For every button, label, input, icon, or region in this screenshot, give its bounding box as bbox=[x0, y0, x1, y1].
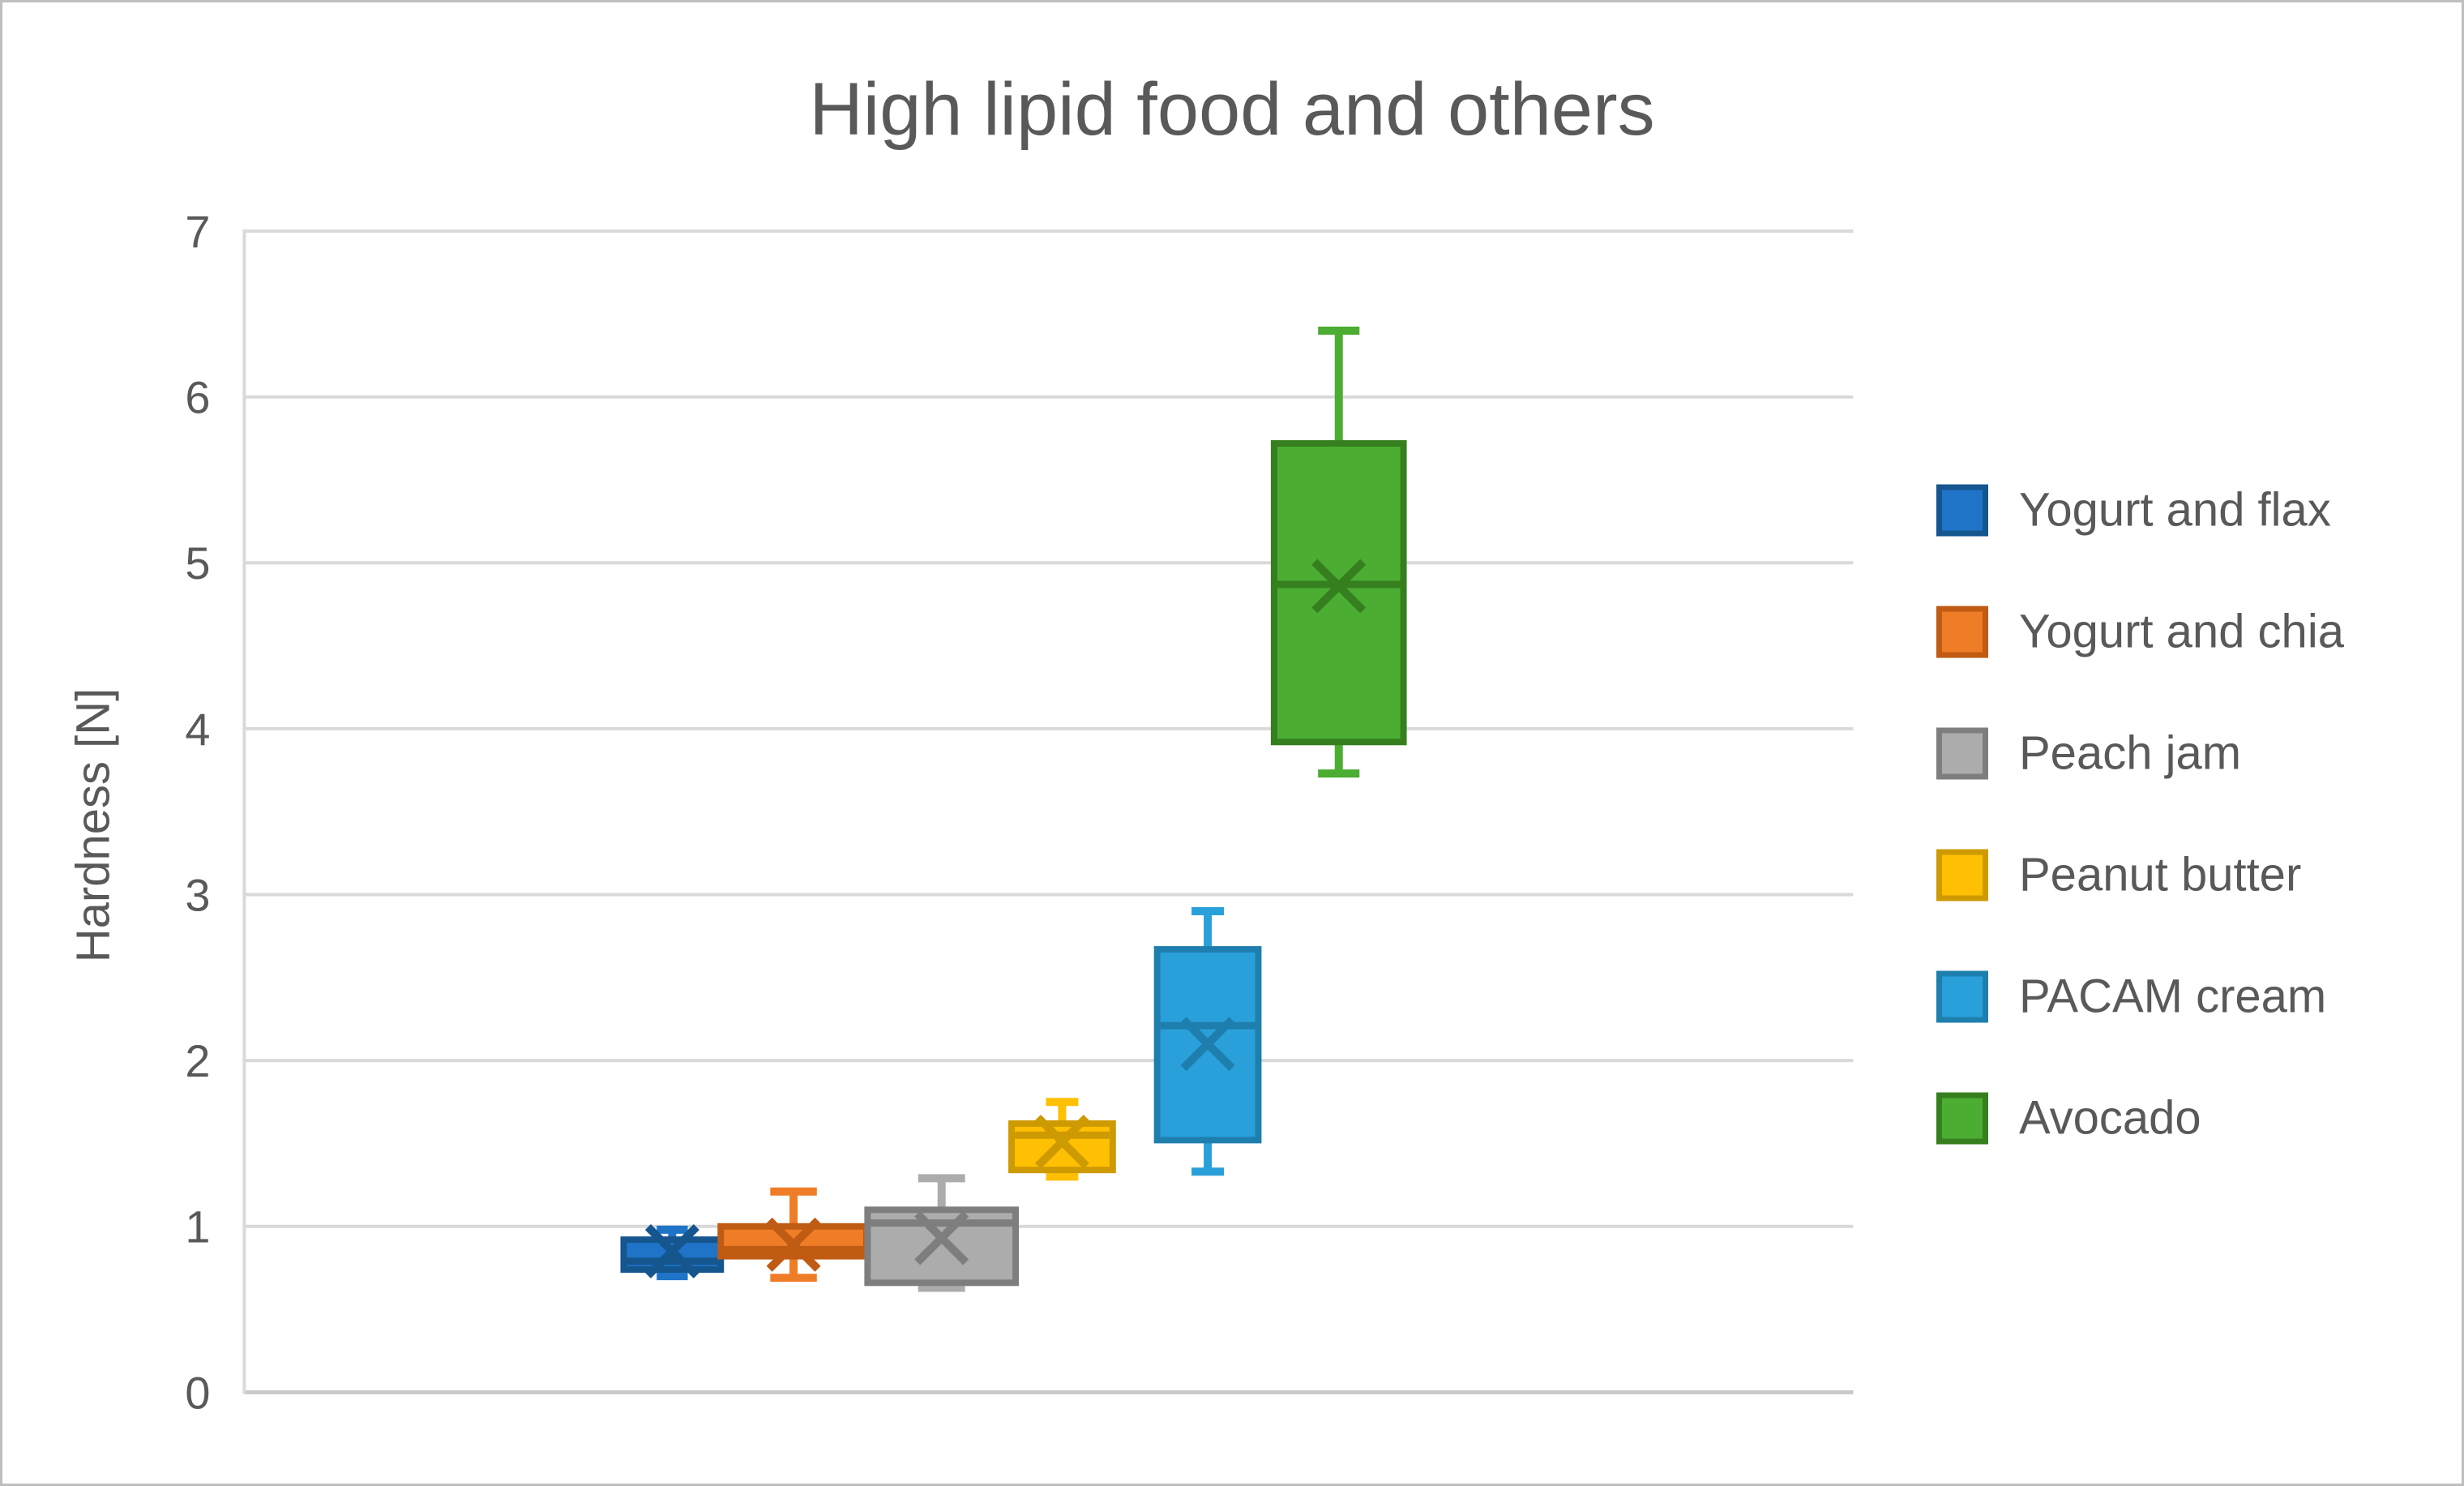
box-avocado bbox=[1270, 439, 1407, 746]
legend-label: Peach jam bbox=[2019, 726, 2242, 780]
legend-swatch-icon bbox=[1936, 970, 1988, 1022]
chart-title: High lipid food and others bbox=[809, 68, 1655, 151]
y-axis-title: Hardness [N] bbox=[66, 687, 120, 963]
legend-item-peanut-butter: Peanut butter bbox=[1936, 848, 2301, 902]
legend-label: Avocado bbox=[2019, 1091, 2201, 1145]
legend-label: Yogurt and chia bbox=[2019, 605, 2344, 658]
legend-swatch-icon bbox=[1936, 606, 1988, 657]
mean-marker-peach-jam bbox=[914, 1210, 969, 1265]
legend-swatch-icon bbox=[1936, 727, 1988, 779]
legend-item-yogurt-and-chia: Yogurt and chia bbox=[1936, 605, 2344, 659]
legend-swatch-icon bbox=[1936, 849, 1988, 901]
y-tick-label: 1 bbox=[185, 1201, 210, 1253]
legend-item-yogurt-and-flax: Yogurt and flax bbox=[1936, 483, 2331, 537]
y-tick-label: 2 bbox=[185, 1035, 210, 1086]
mean-marker-peanut-butter bbox=[1034, 1114, 1089, 1169]
legend-label: Peanut butter bbox=[2019, 848, 2302, 901]
mean-marker-yogurt-and-chia bbox=[766, 1217, 821, 1272]
legend-item-pacam-cream: PACAM cream bbox=[1936, 970, 2326, 1024]
legend-item-peach-jam: Peach jam bbox=[1936, 726, 2241, 781]
mean-marker-pacam-cream bbox=[1180, 1017, 1235, 1072]
y-tick-label: 7 bbox=[185, 206, 210, 257]
legend-swatch-icon bbox=[1936, 1092, 1988, 1144]
y-tick-label: 4 bbox=[185, 704, 210, 755]
y-tick-label: 6 bbox=[185, 372, 210, 423]
legend-item-avocado: Avocado bbox=[1936, 1091, 2201, 1146]
legend-swatch-icon bbox=[1936, 484, 1988, 536]
y-tick-label: 3 bbox=[185, 869, 210, 920]
legend-label: PACAM cream bbox=[2019, 970, 2327, 1023]
mean-marker-yogurt-and-flax bbox=[644, 1224, 699, 1278]
mean-marker-avocado bbox=[1311, 559, 1367, 614]
y-tick-label: 0 bbox=[185, 1367, 210, 1418]
legend-label: Yogurt and flax bbox=[2019, 483, 2331, 537]
y-tick-label: 5 bbox=[185, 537, 210, 589]
